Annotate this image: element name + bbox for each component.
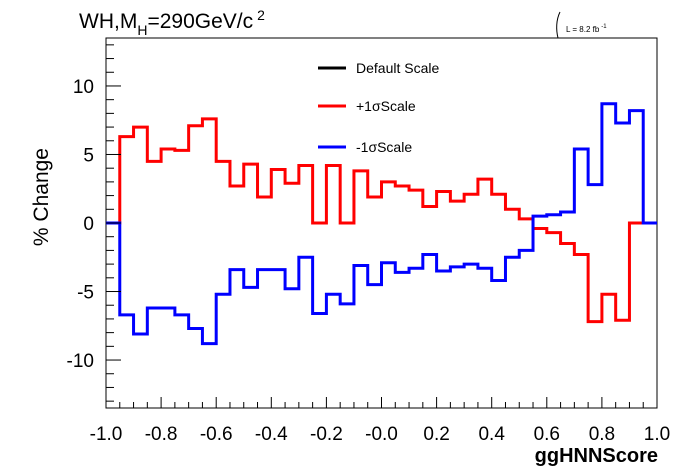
luminosity-label: L = 8.2 fb -1	[556, 11, 607, 39]
x-tick-label: 0.2	[423, 424, 449, 445]
x-tick-label: 1.0	[644, 424, 670, 445]
legend: Default Scale +1σScale -1σScale	[318, 60, 439, 155]
y-axis: -10 -5 0 5 10	[67, 44, 121, 402]
series-layer	[106, 102, 657, 346]
luminosity-text: L = 8.2 fb -1	[566, 24, 607, 34]
series-line-1	[106, 117, 644, 324]
y-tick-label: 10	[73, 77, 94, 98]
chart-title: WH,MH=290GeV/c 2	[79, 7, 265, 38]
y-axis-title: % Change	[30, 148, 53, 246]
x-tick-label: 0.6	[534, 424, 560, 445]
series-line-2	[106, 102, 657, 346]
legend-entry: +1σScale	[356, 98, 416, 114]
y-tick-label: -10	[67, 351, 94, 372]
x-axis-title: ggHNNScore	[535, 445, 658, 467]
integral-icon	[556, 11, 561, 39]
x-tick-label: 0.4	[478, 424, 505, 445]
x-tick-label: -1.0	[90, 424, 123, 445]
y-tick-label: -5	[77, 283, 94, 304]
y-tick-label: 5	[83, 145, 94, 166]
legend-entry: -1σScale	[356, 139, 412, 155]
x-tick-label: -0.0	[365, 424, 398, 445]
x-axis: -1.0 -0.8 -0.6 -0.4 -0.2 -0.0 0.2 0.4 0.6 0.8 1.0	[90, 397, 670, 445]
x-tick-label: -0.8	[145, 424, 178, 445]
x-tick-label: -0.4	[255, 424, 288, 445]
x-tick-label: 0.8	[589, 424, 615, 445]
legend-entry: Default Scale	[356, 60, 439, 76]
x-tick-label: -0.6	[200, 424, 233, 445]
x-tick-label: -0.2	[310, 424, 343, 445]
y-tick-label: 0	[83, 214, 94, 235]
